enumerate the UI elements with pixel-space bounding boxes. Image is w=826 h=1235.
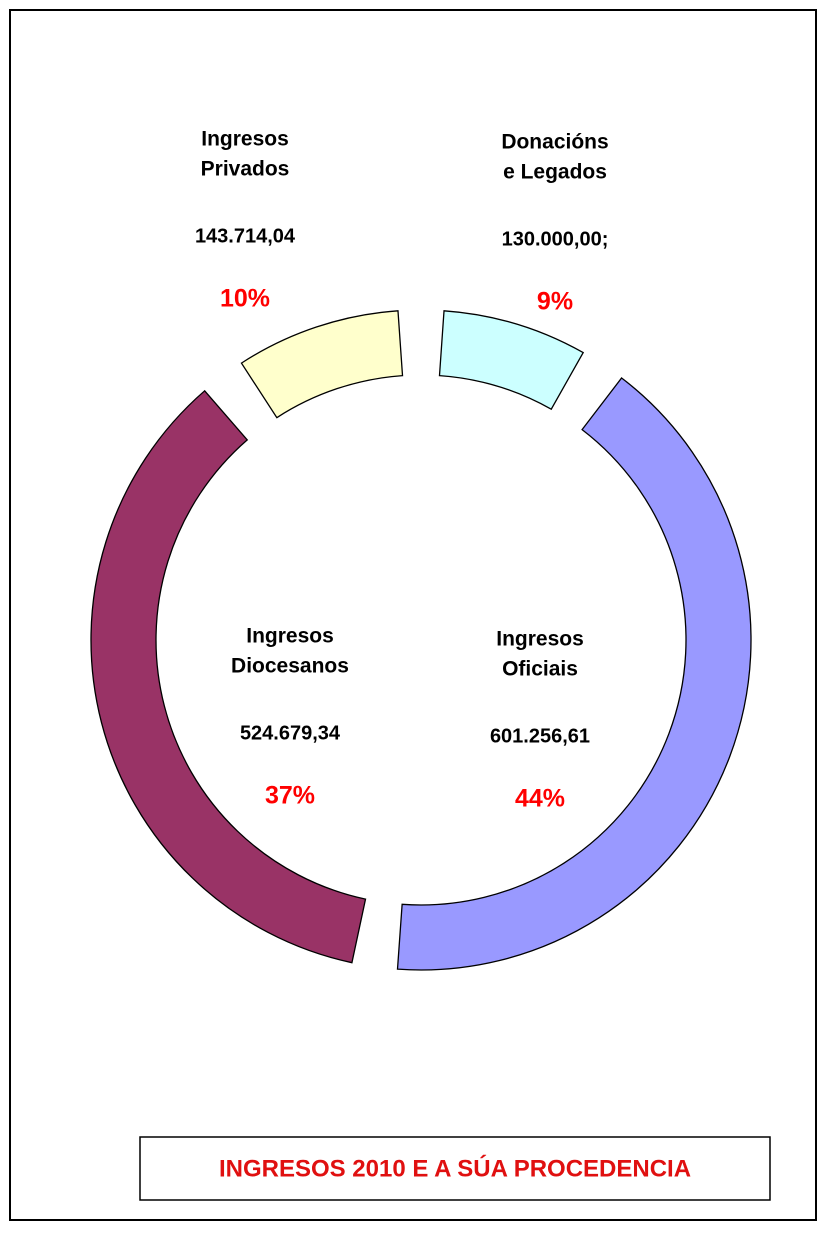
slice-name: Privados	[201, 158, 290, 181]
slice-name: Ingresos	[246, 625, 334, 648]
value-label: 601.256,61	[490, 725, 590, 747]
title-box	[139, 1136, 771, 1201]
chart-title: INGRESOS 2010 E A SÚA PROCEDENCIA	[219, 1154, 691, 1182]
percentage-label: 9%	[537, 288, 573, 316]
slice-name: Oficiais	[502, 658, 578, 681]
percentage-label: 37%	[265, 782, 315, 810]
percentage-label: 44%	[515, 785, 565, 813]
donut-segment	[396, 377, 752, 971]
slice-name: Diocesanos	[231, 655, 349, 678]
slice-name: Donacións	[501, 131, 608, 154]
slice-name: e Legados	[503, 161, 607, 184]
donut-segment	[240, 310, 404, 419]
value-label: 524.679,34	[240, 722, 341, 744]
frame	[9, 9, 817, 1221]
percentage-label: 10%	[220, 285, 270, 313]
donut-segment	[90, 389, 367, 964]
slice-name: Ingresos	[201, 128, 289, 151]
slice-name: Ingresos	[496, 628, 584, 651]
value-label: 130.000,00;	[502, 228, 609, 250]
donut-segment	[438, 310, 585, 411]
value-label: 143.714,04	[195, 225, 296, 247]
